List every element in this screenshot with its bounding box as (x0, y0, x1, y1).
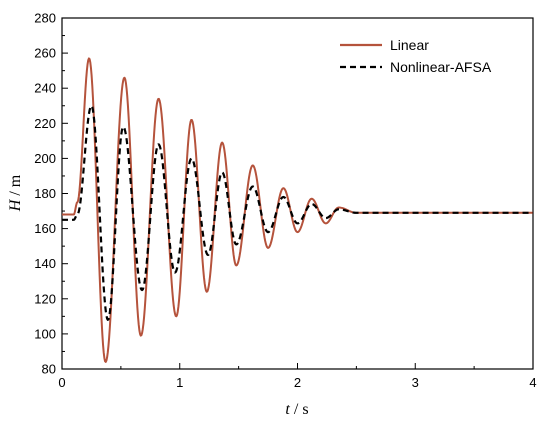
series-line-nonlinear-afsa (61, 104, 534, 321)
x-tick-label: 0 (58, 375, 65, 390)
y-tick-label: 80 (42, 362, 56, 377)
legend-label-linear: Linear (390, 37, 429, 53)
y-tick-label: 140 (34, 256, 56, 271)
y-tick-label: 260 (34, 46, 56, 61)
y-tick-label: 200 (34, 151, 56, 166)
y-tick-label: 100 (34, 326, 56, 341)
series-layer (61, 57, 534, 363)
x-axis-label: t / s (285, 401, 308, 418)
plot-frame (61, 17, 534, 370)
y-tick-label: 280 (34, 11, 56, 26)
axis-ticks (61, 17, 534, 370)
y-tick-label: 160 (34, 221, 56, 236)
x-tick-label: 4 (529, 375, 536, 390)
y-tick-labels: 80 100 120 140 160 180 200 220 240 260 280 (34, 11, 56, 377)
x-tick-labels: 0 1 2 3 4 (58, 375, 536, 390)
legend: Linear Nonlinear-AFSA (340, 37, 492, 75)
x-tick-label: 1 (176, 375, 183, 390)
x-tick-label: 2 (294, 375, 301, 390)
legend-label-nonlinear-afsa: Nonlinear-AFSA (390, 59, 492, 75)
y-axis-label: H / m (7, 174, 24, 212)
y-tick-label: 120 (34, 291, 56, 306)
x-tick-label: 3 (412, 375, 419, 390)
y-tick-label: 240 (34, 81, 56, 96)
y-tick-label: 180 (34, 186, 56, 201)
y-tick-label: 220 (34, 116, 56, 131)
